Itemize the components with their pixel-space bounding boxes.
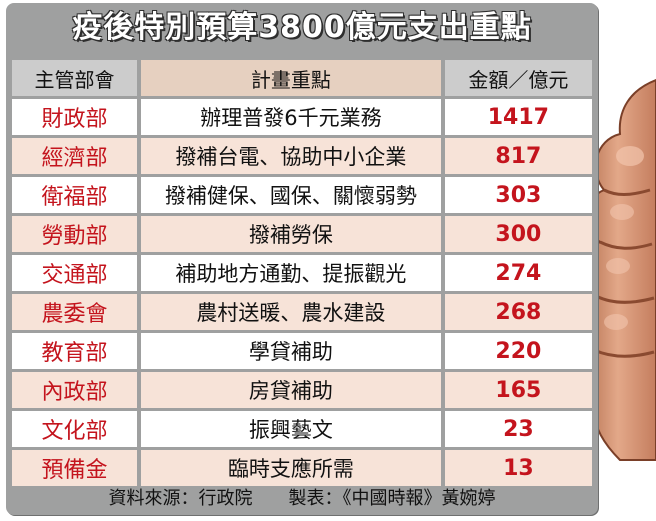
focus-cell: 撥補勞保 (141, 216, 445, 252)
table-row: 財政部 辦理普發6千元業務 1417 (12, 99, 592, 135)
amount-cell: 268 (444, 294, 592, 330)
amount-cell: 165 (444, 372, 592, 408)
amount-cell: 274 (444, 255, 592, 291)
amount-cell: 13 (444, 450, 592, 486)
dept-cell: 勞動部 (12, 216, 142, 252)
dept-cell: 教育部 (12, 333, 142, 369)
header-focus: 計畫重點 (141, 60, 445, 96)
table-row: 經濟部 撥補台電、協助中小企業 817 (12, 138, 592, 174)
table-row: 交通部 補助地方通勤、提振觀光 274 (12, 255, 592, 291)
dept-cell: 經濟部 (12, 138, 142, 174)
dept-cell: 財政部 (12, 99, 142, 135)
table-row: 內政部 房貸補助 165 (12, 372, 592, 408)
budget-board: 疫後特別預算3800億元支出重點 主管部會 計畫重點 金額／億元 財政部 辦理普… (6, 3, 598, 515)
board-title: 疫後特別預算3800億元支出重點 (72, 10, 532, 45)
header-amount: 金額／億元 (444, 60, 592, 96)
table-row: 預備金 臨時支應所需 13 (12, 450, 592, 486)
dept-cell: 預備金 (12, 450, 142, 486)
amount-cell: 817 (444, 138, 592, 174)
focus-cell: 臨時支應所需 (141, 450, 445, 486)
dept-cell: 內政部 (12, 372, 142, 408)
amount-cell: 1417 (444, 99, 592, 135)
source-footer: 資料來源：行政院 製表：《中國時報》黃婉婷 (108, 488, 496, 509)
focus-cell: 學貸補助 (141, 333, 445, 369)
table-row: 文化部 振興藝文 23 (12, 411, 592, 447)
focus-cell: 農村送暖、農水建設 (141, 294, 445, 330)
dept-cell: 交通部 (12, 255, 142, 291)
amount-cell: 303 (444, 177, 592, 213)
table-row: 農委會 農村送暖、農水建設 268 (12, 294, 592, 330)
table-row: 勞動部 撥補勞保 300 (12, 216, 592, 252)
focus-cell: 撥補健保、國保、關懷弱勢 (141, 177, 445, 213)
amount-cell: 220 (444, 333, 592, 369)
table-header-row: 主管部會 計畫重點 金額／億元 (12, 60, 592, 96)
focus-cell: 辦理普發6千元業務 (141, 99, 445, 135)
focus-cell: 撥補台電、協助中小企業 (141, 138, 445, 174)
table-row: 教育部 學貸補助 220 (12, 333, 592, 369)
budget-table: 主管部會 計畫重點 金額／億元 財政部 辦理普發6千元業務 1417 經濟部 撥… (12, 57, 592, 489)
amount-cell: 300 (444, 216, 592, 252)
focus-cell: 房貸補助 (141, 372, 445, 408)
dept-cell: 農委會 (12, 294, 142, 330)
focus-cell: 振興藝文 (141, 411, 445, 447)
dept-cell: 文化部 (12, 411, 142, 447)
table-row: 衛福部 撥補健保、國保、關懷弱勢 303 (12, 177, 592, 213)
header-dept: 主管部會 (12, 60, 142, 96)
amount-cell: 23 (444, 411, 592, 447)
dept-cell: 衛福部 (12, 177, 142, 213)
focus-cell: 補助地方通勤、提振觀光 (141, 255, 445, 291)
